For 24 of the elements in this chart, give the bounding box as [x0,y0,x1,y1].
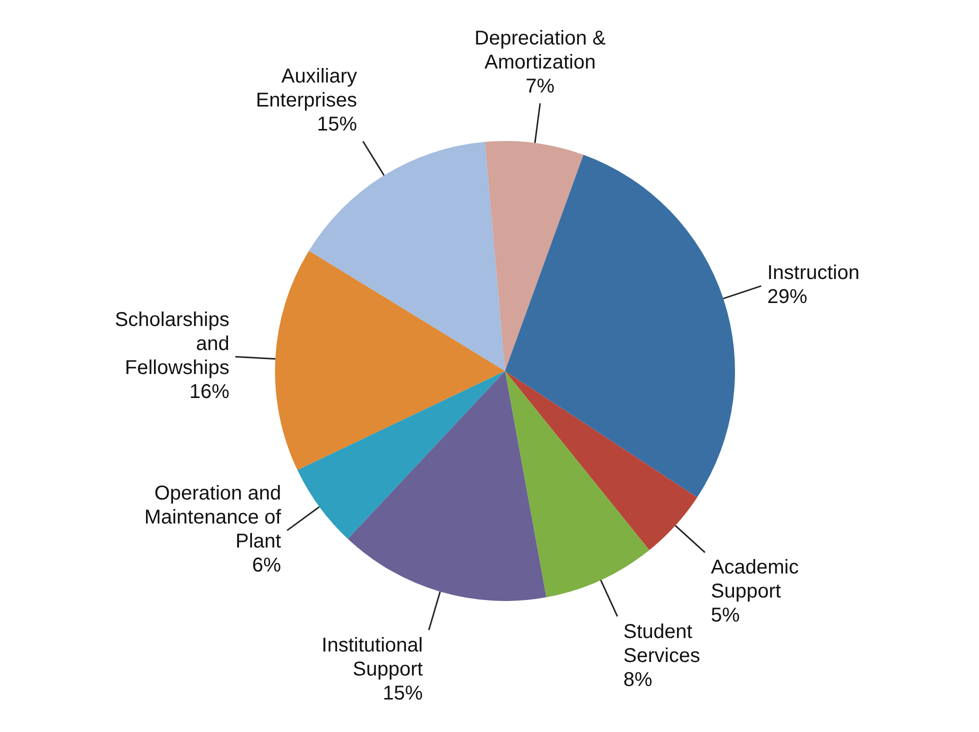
slice-label: Academic Support [710,556,799,603]
pie-slice [505,371,650,598]
data-label: 29% [767,286,808,308]
pie-slice [348,371,546,601]
slice-label: Depreciation & Amortization [474,28,606,74]
slice-label: Student Services [623,620,700,667]
pie-slice [297,371,505,539]
data-label: 15% [382,682,424,704]
pie-slice [275,250,505,470]
data-label: 16% [189,381,230,404]
slice-label: Operation and Maintenance of Plant [144,482,282,553]
data-label: 7% [526,76,555,98]
slice-label: Auxiliary Enterprises [256,66,357,112]
slice-label: Instruction [767,262,860,284]
data-label: 15% [316,114,358,136]
pie-slice [505,371,698,550]
data-label: 5% [710,604,740,627]
data-label: 6% [252,554,282,577]
data-label: 8% [623,668,653,691]
slice-label: Scholarships and Fellowships [114,309,230,380]
pie-slice [308,142,505,371]
pie-slice [505,154,735,498]
slice-label: Institutional Support [322,634,424,680]
pie-slice [484,141,584,371]
